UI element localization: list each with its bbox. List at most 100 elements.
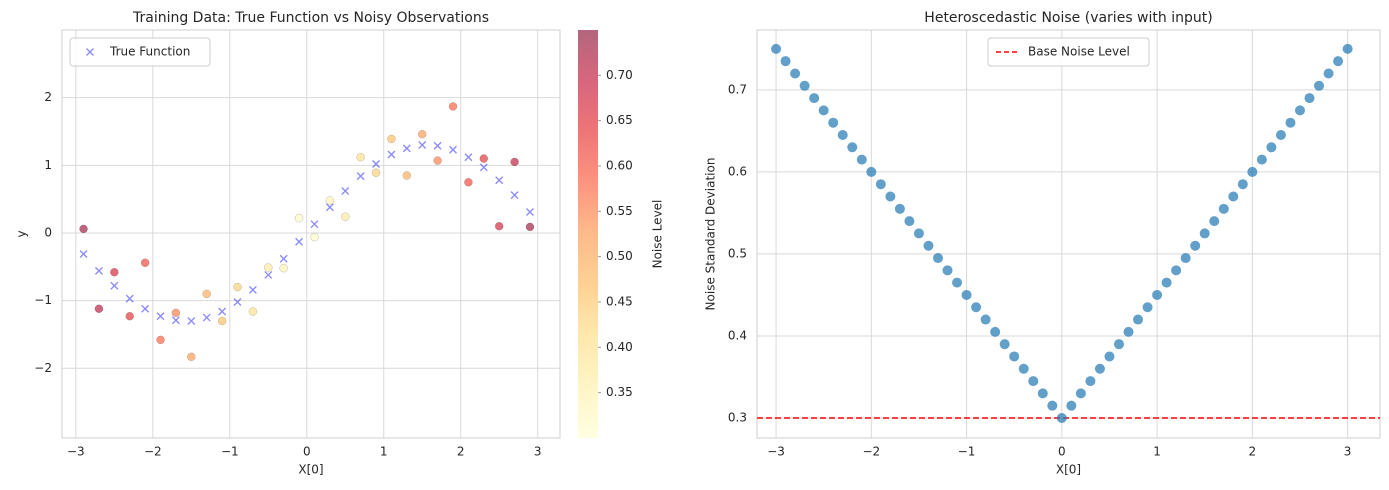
data-point (1275, 129, 1286, 140)
y-tick-label: −1 (34, 293, 52, 307)
x-tick-label: 0 (1058, 445, 1066, 459)
data-point (866, 166, 877, 177)
data-point (310, 232, 319, 242)
data-point (264, 263, 273, 272)
data-point (923, 240, 934, 251)
legend (987, 37, 1150, 67)
data-point (202, 289, 211, 299)
x-axis-label: X[0] (298, 463, 323, 477)
data-point (904, 216, 915, 227)
y-tick-label: 0.4 (728, 328, 747, 342)
x-tick-label: −1 (221, 445, 239, 459)
colorbar-tick-label: 0.35 (606, 385, 633, 399)
colorbar-tick-label: 0.70 (606, 68, 633, 82)
data-point (856, 154, 867, 165)
data-point (279, 263, 288, 273)
data-point (217, 316, 227, 326)
data-point (1142, 302, 1153, 313)
y-tick-label: 0 (44, 225, 52, 239)
data-point (1294, 105, 1305, 116)
y-tick-label: 0.3 (728, 410, 747, 424)
data-point (341, 187, 350, 196)
data-point (325, 196, 335, 205)
data-point (79, 224, 88, 234)
data-point (218, 307, 227, 316)
colorbar-tick-label: 0.65 (606, 113, 633, 127)
data-point (1256, 154, 1267, 165)
y-tick-label: −2 (34, 361, 52, 375)
data-point (1304, 93, 1315, 104)
data-point (110, 281, 119, 290)
data-point (525, 222, 535, 232)
x-tick-label: 1 (380, 445, 388, 459)
data-point (1171, 265, 1182, 276)
legend (69, 37, 211, 67)
data-point (525, 208, 534, 217)
data-point (961, 289, 972, 300)
data-point (980, 314, 991, 325)
x-tick-label: −2 (144, 445, 162, 459)
data-point (818, 105, 829, 116)
data-point (894, 203, 905, 214)
data-point (371, 168, 381, 178)
data-point (171, 308, 181, 318)
data-point (1199, 228, 1210, 239)
x-tick-label: 3 (1344, 445, 1352, 459)
data-point (1018, 363, 1029, 374)
data-point (1333, 56, 1344, 67)
data-point (1104, 351, 1115, 362)
data-point (1066, 400, 1077, 411)
chart-title: Training Data: True Function vs Noisy Ob… (132, 10, 489, 26)
data-point (952, 277, 963, 288)
data-point (971, 302, 982, 313)
x-tick-label: −2 (862, 445, 880, 459)
plot-frame (756, 29, 1381, 439)
data-point (1152, 289, 1163, 300)
data-point (510, 157, 519, 167)
legend-label: True Function (109, 45, 190, 59)
colorbar-tick-label: 0.60 (606, 159, 633, 173)
plot-area (757, 30, 1380, 438)
data-point (847, 142, 858, 153)
data-point (279, 254, 288, 263)
data-point (125, 311, 134, 321)
data-point (1085, 376, 1096, 387)
plot-frame (61, 29, 561, 439)
data-point (809, 93, 820, 104)
data-point (141, 304, 150, 313)
data-point (417, 129, 427, 139)
data-point (875, 179, 886, 190)
x-tick-label: −3 (767, 445, 785, 459)
data-point (94, 304, 104, 314)
data-point (464, 177, 473, 187)
data-point (264, 270, 273, 279)
data-point (402, 144, 411, 153)
data-point (402, 171, 412, 180)
data-point (494, 221, 504, 231)
data-point (1228, 191, 1239, 202)
y-tick-label: 0.7 (728, 82, 747, 96)
data-point (248, 285, 257, 294)
data-point (248, 307, 258, 316)
data-point (837, 129, 848, 140)
y-tick-label: 0.5 (728, 246, 747, 260)
data-point (125, 294, 134, 303)
data-point (1037, 388, 1048, 399)
data-point (325, 203, 334, 212)
data-point (942, 265, 953, 276)
x-tick-label: −1 (958, 445, 976, 459)
colorbar-tick-label: 0.40 (606, 340, 633, 354)
data-point (479, 163, 488, 172)
data-point (1285, 117, 1296, 128)
data-point (495, 176, 504, 185)
data-point (1056, 412, 1067, 423)
data-point (202, 313, 211, 322)
colorbar-tick-label: 0.50 (606, 249, 633, 263)
data-point (140, 258, 150, 268)
data-point (1047, 400, 1058, 411)
data-point (999, 339, 1010, 350)
x-tick-label: −3 (67, 445, 85, 459)
data-point (187, 352, 196, 362)
legend-label: Base Noise Level (1028, 45, 1130, 59)
data-point (110, 267, 119, 277)
